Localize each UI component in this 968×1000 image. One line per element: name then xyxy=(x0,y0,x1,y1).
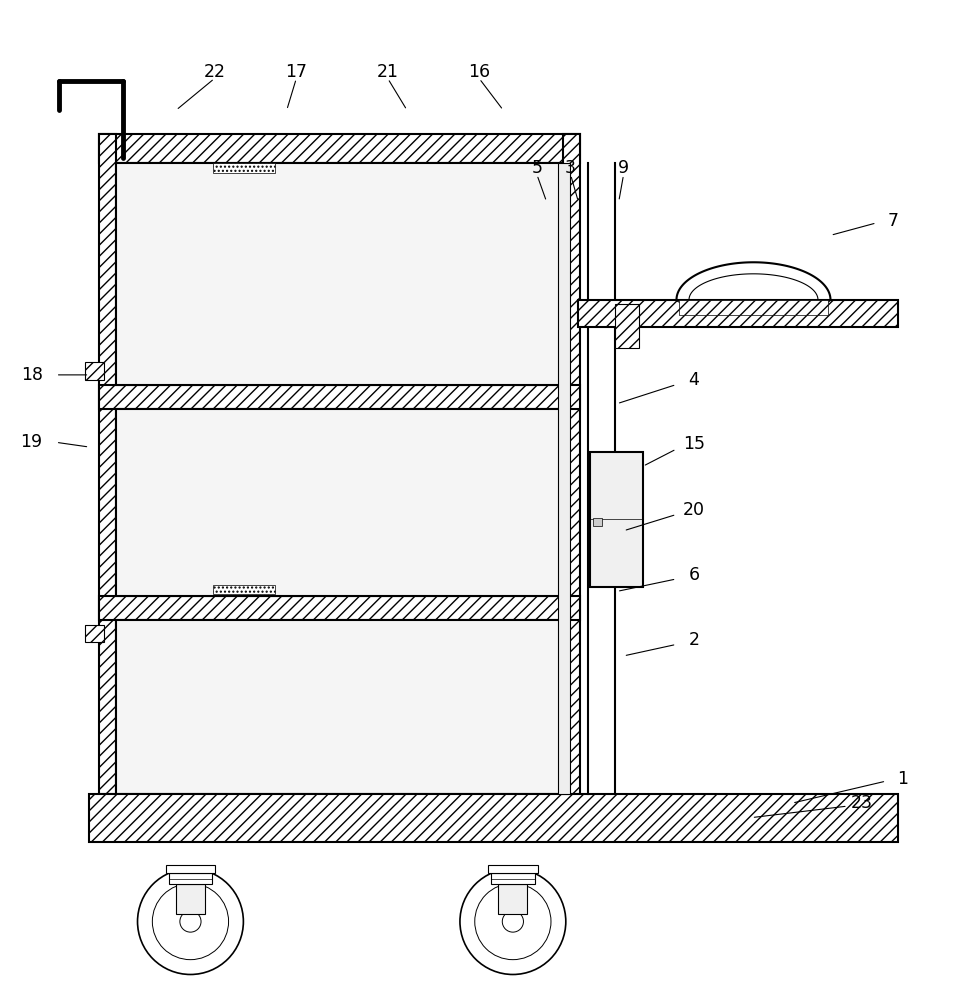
Text: 21: 21 xyxy=(377,63,399,81)
Text: 4: 4 xyxy=(688,371,699,389)
Bar xyxy=(499,884,528,914)
Bar xyxy=(99,385,580,409)
Bar xyxy=(578,300,898,327)
Text: 16: 16 xyxy=(469,63,490,81)
Text: 15: 15 xyxy=(682,435,705,453)
Bar xyxy=(488,865,537,873)
Bar xyxy=(168,873,212,884)
Text: 20: 20 xyxy=(682,501,705,519)
Text: 19: 19 xyxy=(20,433,43,451)
Bar xyxy=(213,163,275,173)
Bar xyxy=(116,409,563,596)
Text: 18: 18 xyxy=(20,366,43,384)
Text: 6: 6 xyxy=(688,566,699,584)
Bar xyxy=(99,596,580,620)
Text: 3: 3 xyxy=(565,159,576,177)
Bar xyxy=(99,134,580,163)
Bar xyxy=(590,452,643,587)
Bar xyxy=(89,794,898,842)
Bar xyxy=(559,163,569,794)
Text: 17: 17 xyxy=(286,63,307,81)
Bar xyxy=(213,585,275,594)
Text: 7: 7 xyxy=(888,212,898,230)
Bar xyxy=(84,625,104,642)
Text: 1: 1 xyxy=(897,770,908,788)
Text: 5: 5 xyxy=(531,159,542,177)
Text: 22: 22 xyxy=(203,63,226,81)
Bar xyxy=(116,163,563,385)
Text: 9: 9 xyxy=(618,159,629,177)
Text: 2: 2 xyxy=(688,631,699,649)
Text: 23: 23 xyxy=(851,794,873,812)
Bar xyxy=(491,873,534,884)
Bar xyxy=(615,304,639,348)
Bar xyxy=(680,300,828,315)
Bar xyxy=(592,518,602,526)
Bar xyxy=(116,620,563,794)
Bar xyxy=(84,362,104,380)
Bar xyxy=(166,865,215,873)
Bar xyxy=(176,884,205,914)
Bar xyxy=(563,134,580,794)
Bar xyxy=(99,134,116,794)
